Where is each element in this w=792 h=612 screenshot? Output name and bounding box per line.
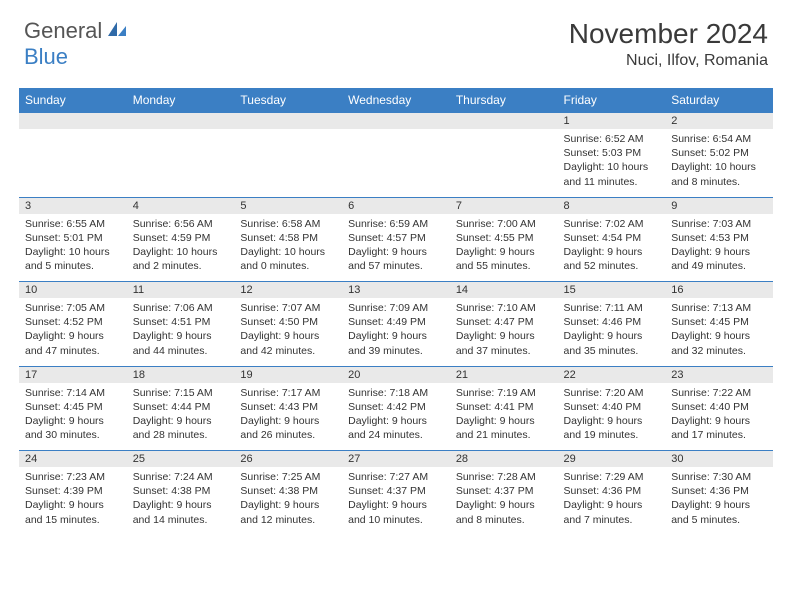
day-number-cell: 29 <box>558 451 666 468</box>
day-detail-cell: Sunrise: 7:13 AMSunset: 4:45 PMDaylight:… <box>665 298 773 366</box>
day-number-cell: 1 <box>558 113 666 130</box>
day-detail-cell: Sunrise: 7:25 AMSunset: 4:38 PMDaylight:… <box>234 467 342 535</box>
day-number-cell: 9 <box>665 197 773 214</box>
day-number-cell: 24 <box>19 451 127 468</box>
day-detail-cell <box>19 129 127 197</box>
day-detail-cell: Sunrise: 7:19 AMSunset: 4:41 PMDaylight:… <box>450 383 558 451</box>
weekday-header: Wednesday <box>342 88 450 113</box>
calendar-table: SundayMondayTuesdayWednesdayThursdayFrid… <box>19 88 773 535</box>
day-number-cell: 20 <box>342 366 450 383</box>
day-detail-cell: Sunrise: 7:17 AMSunset: 4:43 PMDaylight:… <box>234 383 342 451</box>
weekday-header: Friday <box>558 88 666 113</box>
day-detail-cell: Sunrise: 7:20 AMSunset: 4:40 PMDaylight:… <box>558 383 666 451</box>
weekday-header: Saturday <box>665 88 773 113</box>
day-detail-cell: Sunrise: 7:10 AMSunset: 4:47 PMDaylight:… <box>450 298 558 366</box>
day-detail-cell: Sunrise: 6:54 AMSunset: 5:02 PMDaylight:… <box>665 129 773 197</box>
day-number-row: 10111213141516 <box>19 282 773 299</box>
day-number-cell: 23 <box>665 366 773 383</box>
day-detail-cell: Sunrise: 7:28 AMSunset: 4:37 PMDaylight:… <box>450 467 558 535</box>
day-detail-row: Sunrise: 6:52 AMSunset: 5:03 PMDaylight:… <box>19 129 773 197</box>
day-detail-cell: Sunrise: 7:24 AMSunset: 4:38 PMDaylight:… <box>127 467 235 535</box>
day-detail-cell: Sunrise: 7:00 AMSunset: 4:55 PMDaylight:… <box>450 214 558 282</box>
day-number-cell: 25 <box>127 451 235 468</box>
day-detail-cell: Sunrise: 7:14 AMSunset: 4:45 PMDaylight:… <box>19 383 127 451</box>
day-detail-cell: Sunrise: 7:22 AMSunset: 4:40 PMDaylight:… <box>665 383 773 451</box>
day-number-cell: 6 <box>342 197 450 214</box>
day-number-cell: 13 <box>342 282 450 299</box>
day-detail-cell: Sunrise: 6:52 AMSunset: 5:03 PMDaylight:… <box>558 129 666 197</box>
page-header: General November 2024 Nuci, Ilfov, Roman… <box>0 0 792 80</box>
day-detail-cell: Sunrise: 7:05 AMSunset: 4:52 PMDaylight:… <box>19 298 127 366</box>
day-number-cell: 14 <box>450 282 558 299</box>
day-detail-cell <box>234 129 342 197</box>
day-number-cell: 28 <box>450 451 558 468</box>
day-detail-cell: Sunrise: 7:18 AMSunset: 4:42 PMDaylight:… <box>342 383 450 451</box>
day-number-cell: 17 <box>19 366 127 383</box>
day-detail-cell <box>342 129 450 197</box>
day-number-cell: 3 <box>19 197 127 214</box>
day-number-cell: 18 <box>127 366 235 383</box>
location-subtitle: Nuci, Ilfov, Romania <box>569 52 768 70</box>
day-number-row: 3456789 <box>19 197 773 214</box>
day-number-cell: 22 <box>558 366 666 383</box>
day-number-cell <box>450 113 558 130</box>
day-number-cell <box>19 113 127 130</box>
day-number-cell <box>127 113 235 130</box>
day-detail-row: Sunrise: 7:14 AMSunset: 4:45 PMDaylight:… <box>19 383 773 451</box>
day-detail-cell <box>127 129 235 197</box>
weekday-header: Monday <box>127 88 235 113</box>
day-detail-cell: Sunrise: 7:30 AMSunset: 4:36 PMDaylight:… <box>665 467 773 535</box>
day-number-cell: 21 <box>450 366 558 383</box>
day-detail-cell: Sunrise: 7:23 AMSunset: 4:39 PMDaylight:… <box>19 467 127 535</box>
day-detail-cell <box>450 129 558 197</box>
day-detail-cell: Sunrise: 7:15 AMSunset: 4:44 PMDaylight:… <box>127 383 235 451</box>
day-number-cell: 11 <box>127 282 235 299</box>
logo-text-blue: Blue <box>24 44 68 69</box>
day-number-cell: 7 <box>450 197 558 214</box>
day-detail-cell: Sunrise: 7:27 AMSunset: 4:37 PMDaylight:… <box>342 467 450 535</box>
title-block: November 2024 Nuci, Ilfov, Romania <box>569 18 768 70</box>
day-number-cell <box>342 113 450 130</box>
day-detail-row: Sunrise: 6:55 AMSunset: 5:01 PMDaylight:… <box>19 214 773 282</box>
weekday-header: Thursday <box>450 88 558 113</box>
day-detail-cell: Sunrise: 7:09 AMSunset: 4:49 PMDaylight:… <box>342 298 450 366</box>
month-year-title: November 2024 <box>569 18 768 50</box>
weekday-header: Sunday <box>19 88 127 113</box>
calendar-header-row: SundayMondayTuesdayWednesdayThursdayFrid… <box>19 88 773 113</box>
day-detail-cell: Sunrise: 6:56 AMSunset: 4:59 PMDaylight:… <box>127 214 235 282</box>
day-number-row: 17181920212223 <box>19 366 773 383</box>
day-number-cell: 16 <box>665 282 773 299</box>
day-detail-cell: Sunrise: 6:58 AMSunset: 4:58 PMDaylight:… <box>234 214 342 282</box>
day-detail-cell: Sunrise: 7:29 AMSunset: 4:36 PMDaylight:… <box>558 467 666 535</box>
day-detail-row: Sunrise: 7:23 AMSunset: 4:39 PMDaylight:… <box>19 467 773 535</box>
day-number-cell: 4 <box>127 197 235 214</box>
day-number-cell: 15 <box>558 282 666 299</box>
day-detail-row: Sunrise: 7:05 AMSunset: 4:52 PMDaylight:… <box>19 298 773 366</box>
day-number-cell: 27 <box>342 451 450 468</box>
day-number-cell: 5 <box>234 197 342 214</box>
logo-text-general: General <box>24 18 102 44</box>
day-detail-cell: Sunrise: 7:02 AMSunset: 4:54 PMDaylight:… <box>558 214 666 282</box>
day-number-cell: 12 <box>234 282 342 299</box>
weekday-header: Tuesday <box>234 88 342 113</box>
sail-icon <box>106 20 128 43</box>
day-detail-cell: Sunrise: 7:06 AMSunset: 4:51 PMDaylight:… <box>127 298 235 366</box>
day-detail-cell: Sunrise: 6:55 AMSunset: 5:01 PMDaylight:… <box>19 214 127 282</box>
day-number-cell: 30 <box>665 451 773 468</box>
day-detail-cell: Sunrise: 7:11 AMSunset: 4:46 PMDaylight:… <box>558 298 666 366</box>
day-detail-cell: Sunrise: 6:59 AMSunset: 4:57 PMDaylight:… <box>342 214 450 282</box>
day-number-row: 12 <box>19 113 773 130</box>
logo: General <box>24 18 130 44</box>
day-number-cell: 26 <box>234 451 342 468</box>
day-detail-cell: Sunrise: 7:03 AMSunset: 4:53 PMDaylight:… <box>665 214 773 282</box>
day-number-cell: 2 <box>665 113 773 130</box>
day-number-row: 24252627282930 <box>19 451 773 468</box>
day-number-cell: 8 <box>558 197 666 214</box>
day-number-cell: 10 <box>19 282 127 299</box>
day-detail-cell: Sunrise: 7:07 AMSunset: 4:50 PMDaylight:… <box>234 298 342 366</box>
day-number-cell <box>234 113 342 130</box>
day-number-cell: 19 <box>234 366 342 383</box>
logo-blue-line: Blue <box>24 44 68 70</box>
